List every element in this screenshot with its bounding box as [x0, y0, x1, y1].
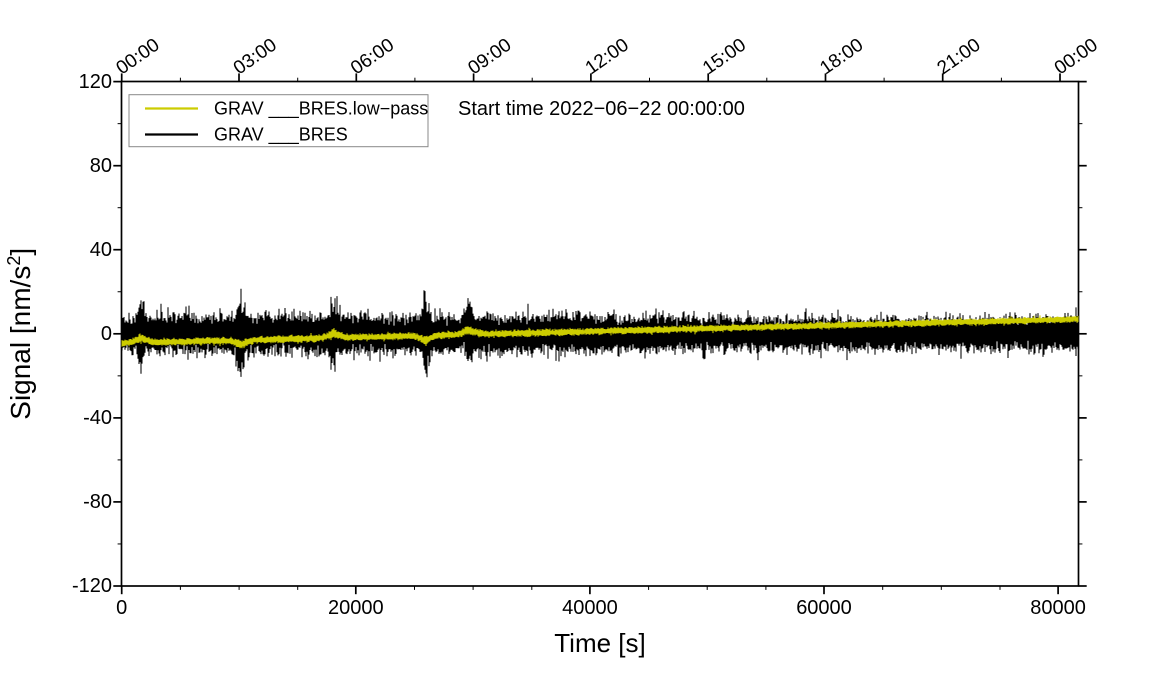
svg-text:21:00: 21:00 [934, 35, 985, 79]
svg-text:GRAV ___BRES: GRAV ___BRES [214, 125, 348, 146]
svg-text:GRAV ___BRES.low−pass: GRAV ___BRES.low−pass [214, 99, 428, 120]
svg-text:80: 80 [90, 155, 112, 177]
svg-text:12:00: 12:00 [582, 35, 633, 79]
svg-text:40: 40 [90, 239, 112, 261]
svg-text:Signal [nm/s2]: Signal [nm/s2] [4, 248, 36, 420]
svg-text:-40: -40 [83, 407, 112, 429]
svg-text:20000: 20000 [328, 597, 384, 619]
svg-text:-120: -120 [72, 575, 112, 597]
svg-text:80000: 80000 [1030, 597, 1086, 619]
svg-text:0: 0 [116, 597, 127, 619]
svg-text:06:00: 06:00 [347, 35, 398, 79]
svg-text:09:00: 09:00 [464, 35, 515, 79]
svg-text:60000: 60000 [796, 597, 852, 619]
svg-text:00:00: 00:00 [113, 35, 164, 79]
svg-text:120: 120 [79, 71, 112, 93]
svg-text:03:00: 03:00 [230, 35, 281, 79]
svg-text:Start time 2022−06−22 00:00:00: Start time 2022−06−22 00:00:00 [458, 98, 745, 120]
svg-text:18:00: 18:00 [816, 35, 867, 79]
svg-text:40000: 40000 [562, 597, 618, 619]
svg-text:00:00: 00:00 [1051, 35, 1102, 79]
svg-text:15:00: 15:00 [699, 35, 750, 79]
svg-text:Time [s]: Time [s] [554, 628, 645, 658]
svg-text:-80: -80 [83, 491, 112, 513]
svg-text:0: 0 [101, 323, 112, 345]
